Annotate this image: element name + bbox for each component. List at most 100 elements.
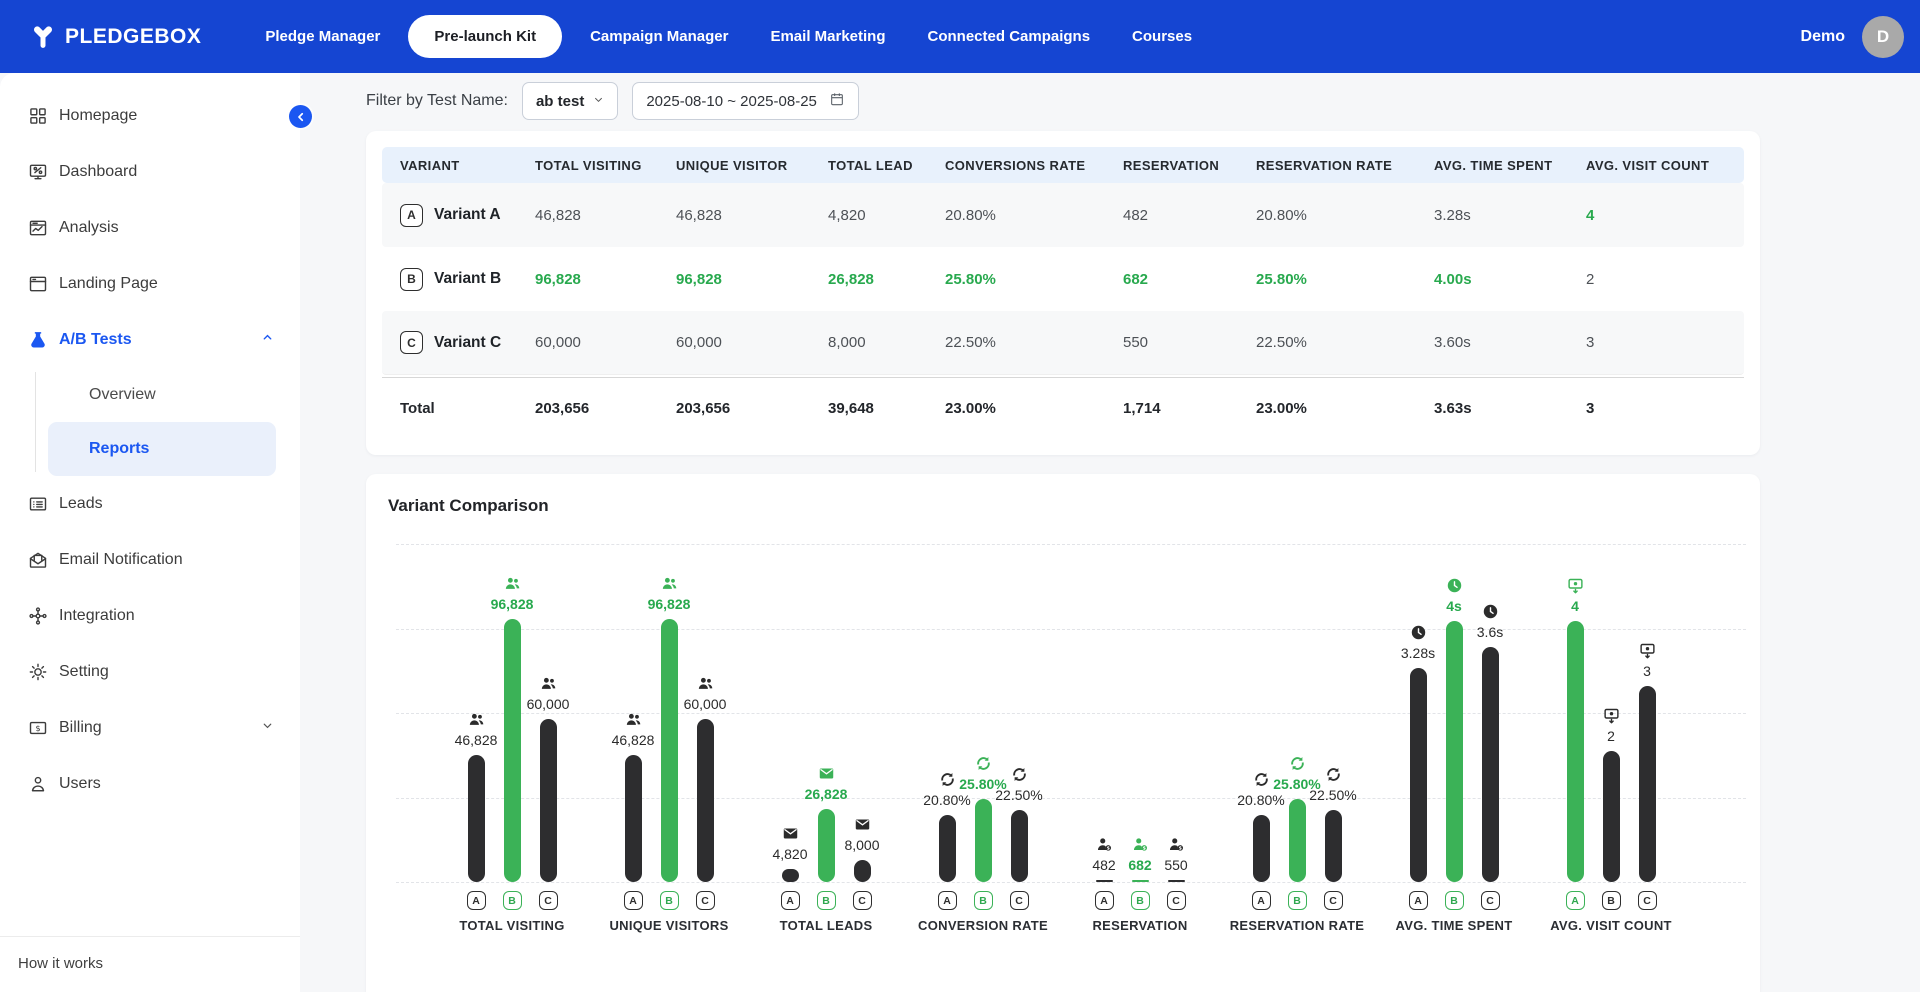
how-it-works-link[interactable]: How it works <box>0 936 300 992</box>
bar-cell-B: 26,828 <box>808 544 844 882</box>
sidebar-item-billing[interactable]: $ Billing <box>0 700 300 756</box>
chevron-down-icon[interactable] <box>261 719 274 737</box>
variant-badge: C <box>400 331 423 354</box>
sidebar-item-email-notification[interactable]: Email Notification <box>0 532 300 588</box>
bar-B[interactable] <box>504 619 521 882</box>
bar-cell-A: 46,828 <box>615 544 651 882</box>
bar-B[interactable] <box>1289 799 1306 882</box>
bar-A[interactable] <box>1567 621 1584 882</box>
bar-B[interactable] <box>818 809 835 882</box>
bar-cell-B: 25.80% <box>1279 544 1315 882</box>
nav-item-pledge-manager[interactable]: Pledge Manager <box>251 17 394 56</box>
chevron-up-icon[interactable] <box>261 331 274 349</box>
bar-C[interactable] <box>1482 647 1499 882</box>
bar-group-reservation: $482$682$550ABCRESERVATION <box>1086 544 1194 933</box>
sidebar-item-dashboard[interactable]: Dashboard <box>0 144 300 200</box>
total-label: Total <box>382 400 517 417</box>
nav-item-connected-campaigns[interactable]: Connected Campaigns <box>914 17 1105 56</box>
filter-bar: Filter by Test Name: ab test 2025-08-10 … <box>366 82 1920 120</box>
nav-item-courses[interactable]: Courses <box>1118 17 1206 56</box>
sidebar-item-analysis[interactable]: Analysis <box>0 200 300 256</box>
conversion-icon <box>1289 755 1306 772</box>
gridline <box>396 713 1746 714</box>
bar-C[interactable] <box>1639 686 1656 882</box>
sidebar-item-setting[interactable]: Setting <box>0 644 300 700</box>
bar-group-total-visiting: 46,82896,82860,000ABCTOTAL VISITING <box>458 544 566 933</box>
bar-A[interactable] <box>468 755 485 882</box>
bar-value-label: 46,828 <box>612 732 655 748</box>
column-header-8: AVG. VISIT COUNT <box>1568 158 1744 173</box>
bar-C[interactable] <box>1325 810 1342 882</box>
bars-row: 3.28s4s3.6s <box>1400 544 1508 882</box>
cell-value: 25.80% <box>1238 271 1416 288</box>
gridline <box>396 629 1746 630</box>
sidebar-item-users[interactable]: Users <box>0 756 300 812</box>
cell-value: 46,828 <box>517 207 658 224</box>
conversion-icon <box>1325 766 1342 783</box>
bar-A[interactable] <box>782 869 799 882</box>
nav-item-campaign-manager[interactable]: Campaign Manager <box>576 17 742 56</box>
table-total-row: Total203,656203,65639,64823.00%1,71423.0… <box>382 377 1744 439</box>
date-range-picker[interactable]: 2025-08-10 ~ 2025-08-25 <box>632 82 859 120</box>
bar-value-label: 8,000 <box>844 837 879 853</box>
brand-logo[interactable]: PLEDGEBOX <box>30 24 201 50</box>
avatar[interactable]: D <box>1862 16 1904 58</box>
flask-icon <box>28 330 48 350</box>
cell-value: 46,828 <box>658 207 810 224</box>
total-value: 3 <box>1568 400 1744 417</box>
sidebar-item-ab-tests[interactable]: A/B Tests <box>0 312 300 368</box>
gridline <box>396 544 1746 545</box>
brand-name: PLEDGEBOX <box>65 25 201 49</box>
bar-A[interactable] <box>1253 815 1270 882</box>
badge-cell: C <box>1472 891 1508 910</box>
bar-B[interactable] <box>1446 621 1463 882</box>
bar-cell-B: 4s <box>1436 544 1472 882</box>
bar-A[interactable] <box>1096 880 1113 882</box>
bar-A[interactable] <box>939 815 956 882</box>
bar-B[interactable] <box>975 799 992 882</box>
variant-badge-C: C <box>1638 891 1657 910</box>
bar-cell-A: 20.80% <box>1243 544 1279 882</box>
cell-value: 96,828 <box>517 271 658 288</box>
clock-icon <box>1446 577 1463 594</box>
bar-B[interactable] <box>1603 751 1620 882</box>
nav-item-pre-launch-kit[interactable]: Pre-launch Kit <box>408 15 562 58</box>
bar-A[interactable] <box>1410 668 1427 882</box>
bar-C[interactable] <box>1168 880 1185 882</box>
bar-value-label: 3 <box>1643 663 1651 679</box>
mail-icon <box>818 765 835 782</box>
sidebar-item-integration[interactable]: Integration <box>0 588 300 644</box>
badge-cell: B <box>965 891 1001 910</box>
sidebar-item-homepage[interactable]: Homepage <box>0 88 300 144</box>
badge-cell: A <box>458 891 494 910</box>
sidebar-subitem-reports[interactable]: Reports <box>48 422 276 476</box>
bar-B[interactable] <box>661 619 678 882</box>
conversion-icon <box>1253 771 1270 788</box>
user-name: Demo <box>1801 28 1845 46</box>
bar-A[interactable] <box>625 755 642 882</box>
nav-item-email-marketing[interactable]: Email Marketing <box>756 17 899 56</box>
sidebar-subitem-overview[interactable]: Overview <box>48 368 276 422</box>
column-header-2: UNIQUE VISITOR <box>658 158 810 173</box>
main-content: Filter by Test Name: ab test 2025-08-10 … <box>300 73 1920 992</box>
test-name-select[interactable]: ab test <box>522 82 618 120</box>
sidebar-item-landing-page[interactable]: Landing Page <box>0 256 300 312</box>
sidebar-collapse-button[interactable] <box>289 105 312 128</box>
total-value: 23.00% <box>927 400 1105 417</box>
bars-row: 423 <box>1557 544 1665 882</box>
bar-C[interactable] <box>697 719 714 882</box>
bar-C[interactable] <box>1011 810 1028 882</box>
bar-cell-A: 4,820 <box>772 544 808 882</box>
leads-icon <box>28 494 48 514</box>
bar-value-label: 96,828 <box>491 596 534 612</box>
cell-value: 3 <box>1568 334 1744 351</box>
bar-cell-A: 46,828 <box>458 544 494 882</box>
table-row-variant-C: CVariant C60,00060,0008,00022.50%55022.5… <box>382 311 1744 375</box>
badge-cell: C <box>1001 891 1037 910</box>
bar-B[interactable] <box>1132 880 1149 882</box>
bar-cell-C: 22.50% <box>1001 544 1037 882</box>
sidebar-item-leads[interactable]: Leads <box>0 476 300 532</box>
badge-cell: C <box>1629 891 1665 910</box>
bar-C[interactable] <box>540 719 557 882</box>
bar-C[interactable] <box>854 860 871 882</box>
